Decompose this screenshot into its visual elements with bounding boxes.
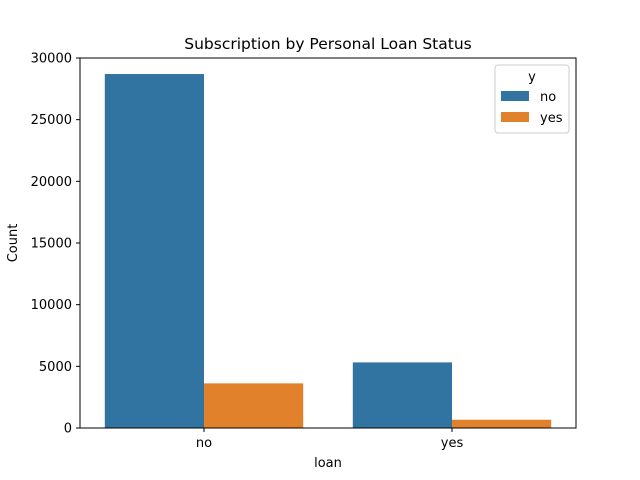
y-axis-label: Count [6, 224, 21, 263]
legend-swatch-yes [501, 112, 529, 122]
legend: y no yes [494, 64, 570, 134]
chart-title: Subscription by Personal Loan Status [184, 35, 471, 53]
legend-swatch-no [501, 91, 529, 101]
y-tick-label: 10000 [31, 298, 72, 313]
legend-title: y [528, 70, 536, 85]
legend-label-yes: yes [540, 111, 563, 126]
x-tick-label: no [196, 436, 212, 451]
bar-no-yes [204, 383, 304, 428]
y-tick-label: 15000 [31, 237, 72, 252]
x-axis: no yes [196, 428, 464, 451]
y-tick-label: 30000 [31, 52, 72, 67]
x-tick-label: yes [441, 436, 464, 451]
x-axis-label: loan [314, 456, 342, 471]
y-axis: 0 5000 10000 15000 20000 25000 30000 [31, 52, 80, 437]
bar-no-no [104, 74, 204, 429]
y-tick-label: 20000 [31, 175, 72, 190]
bar-yes-yes [452, 419, 552, 428]
bars [104, 74, 552, 429]
legend-label-no: no [540, 90, 556, 105]
y-tick-label: 25000 [31, 113, 72, 128]
bar-yes-no [352, 362, 452, 428]
plot-frame [79, 57, 577, 429]
y-tick-label: 0 [64, 422, 72, 437]
y-tick-label: 5000 [39, 360, 72, 375]
